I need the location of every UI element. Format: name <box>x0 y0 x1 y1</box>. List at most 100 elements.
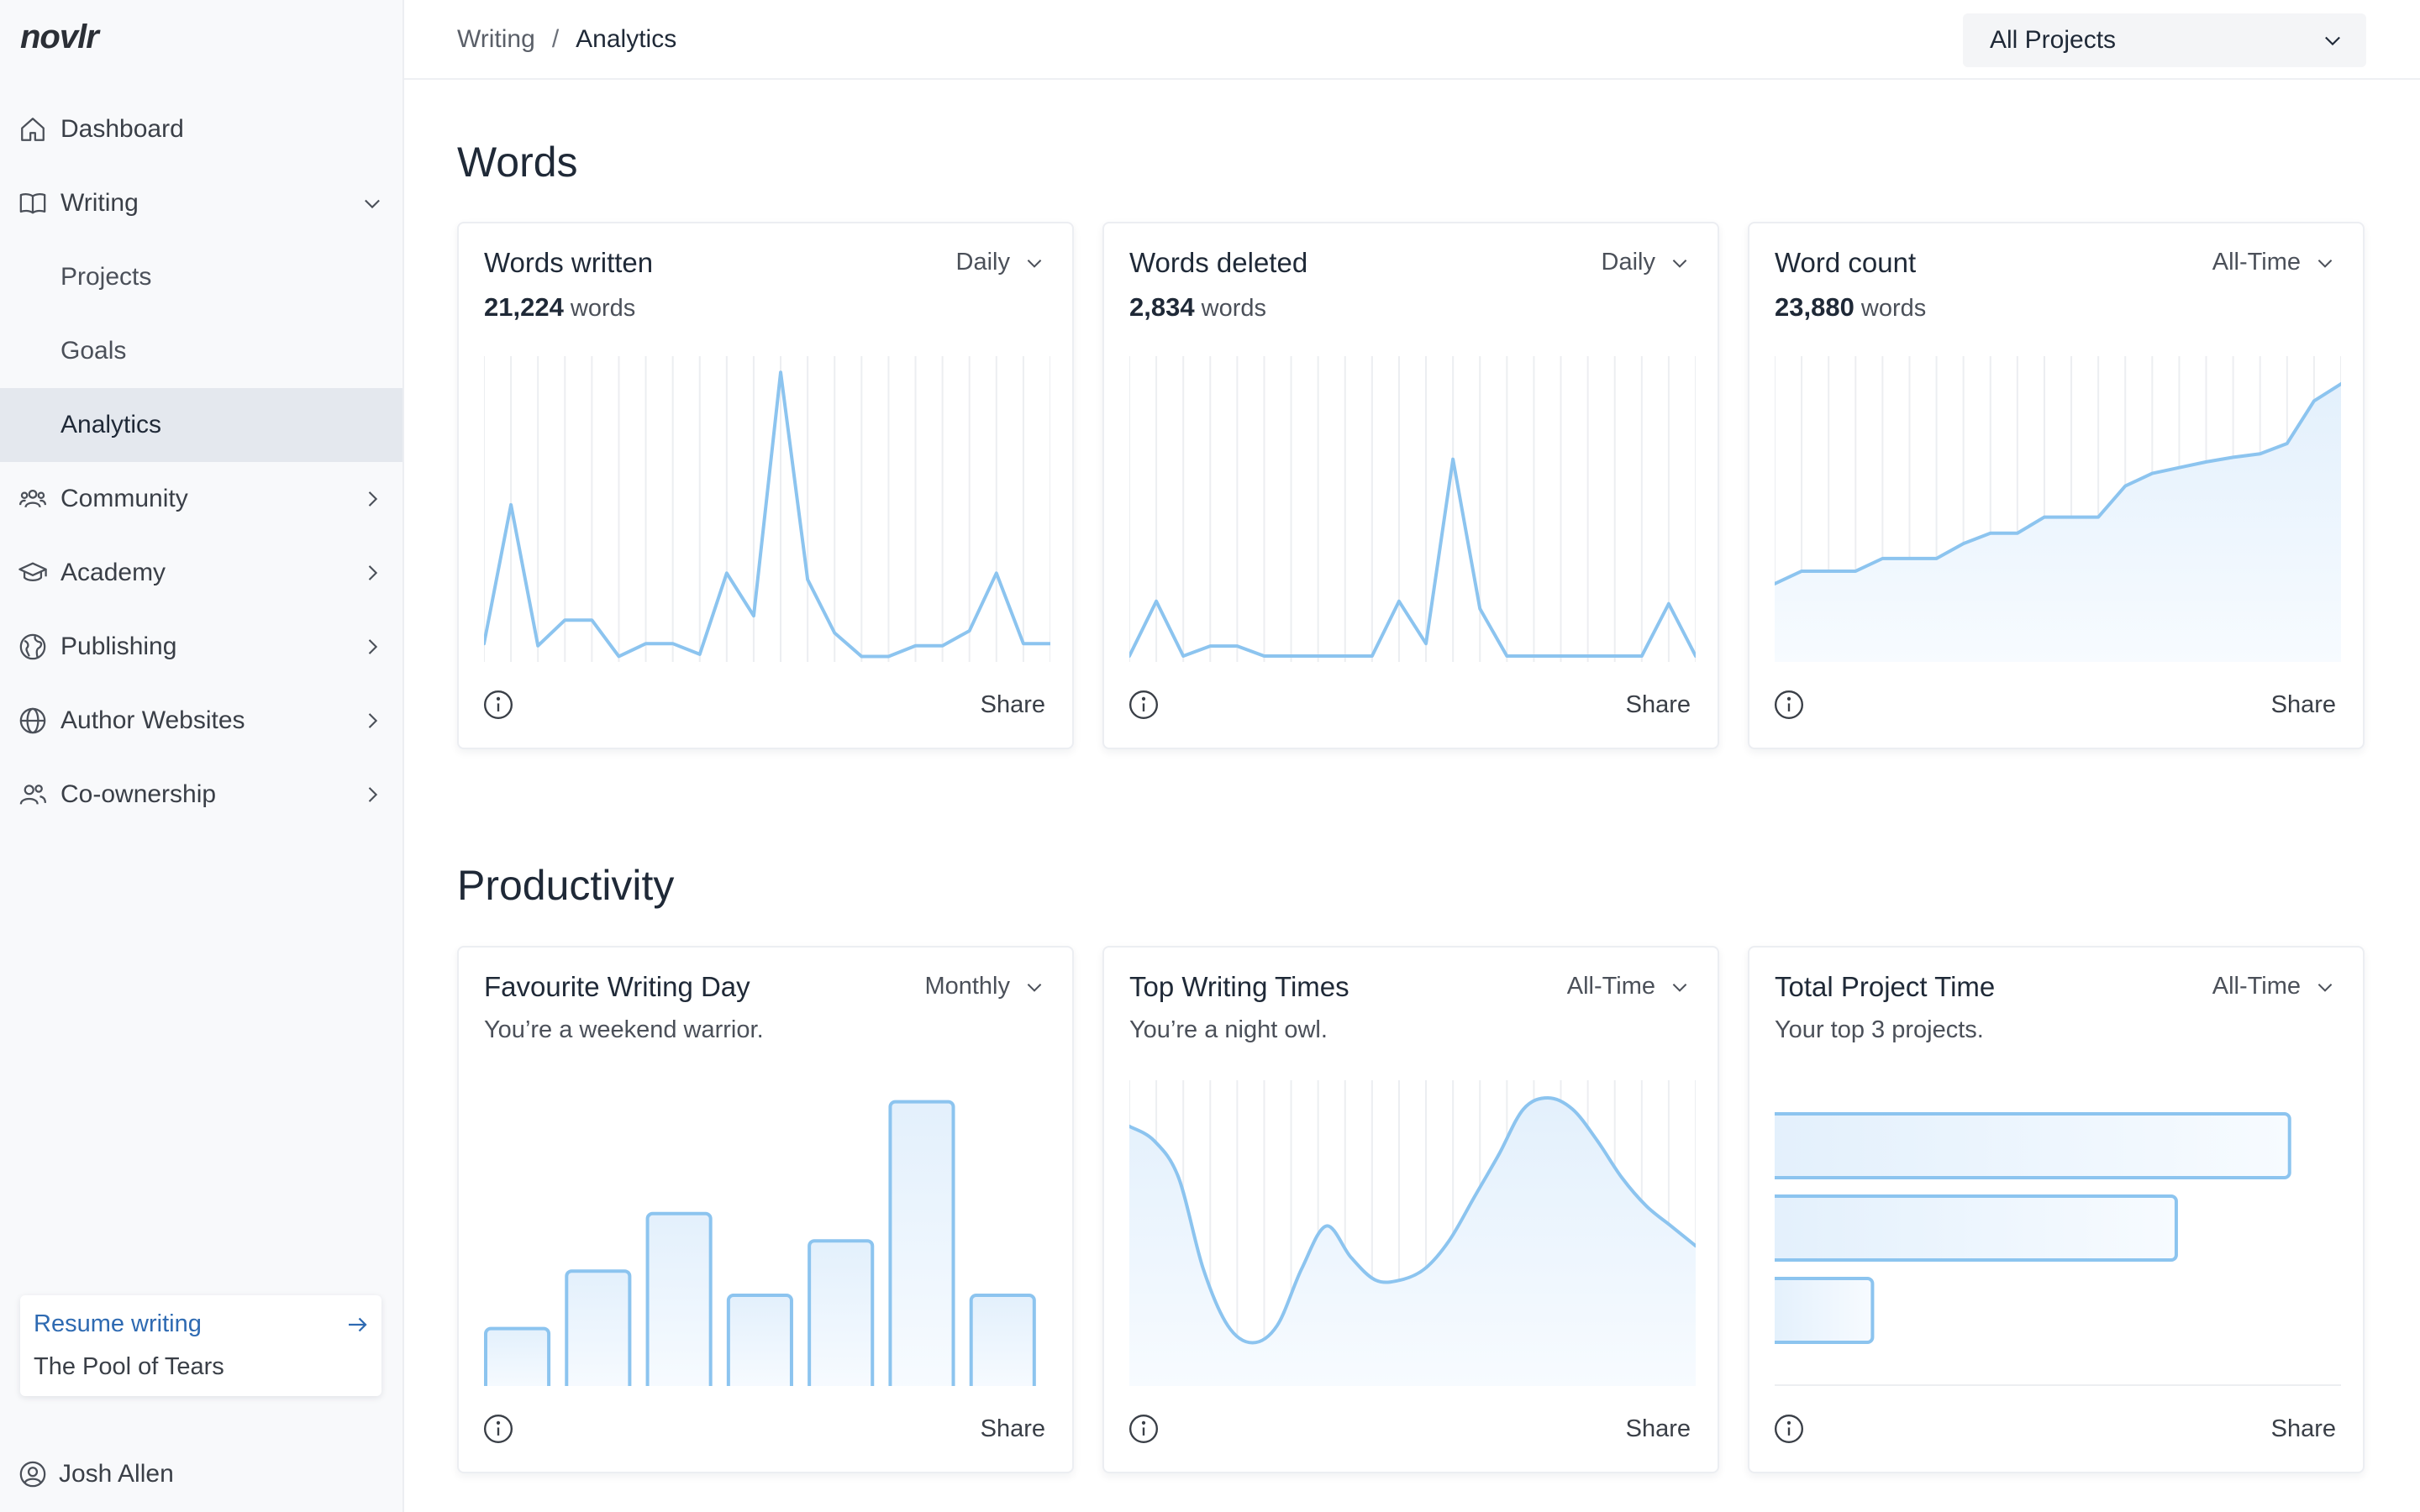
breadcrumb-writing[interactable]: Writing <box>457 25 535 53</box>
sidebar-item-community[interactable]: Community <box>0 462 402 536</box>
series-area <box>1775 384 2341 662</box>
share-button[interactable]: Share <box>2270 1415 2336 1442</box>
book-icon <box>19 193 46 214</box>
sidebar-item-co-ownership[interactable]: Co-ownership <box>0 758 402 832</box>
card-stat: 2,834 words <box>1129 292 1266 323</box>
word-count-chart <box>1775 356 2341 662</box>
sidebar-item-label: Writing <box>60 189 139 217</box>
card-total-project-time: Total Project Time All-Time Your top 3 p… <box>1748 946 2365 1473</box>
info-icon[interactable] <box>1128 689 1160 721</box>
card-title: Top Writing Times <box>1129 971 1349 1002</box>
chevron-right-icon[interactable] <box>360 561 384 585</box>
share-button[interactable]: Share <box>1625 691 1691 718</box>
bar <box>969 1294 1036 1386</box>
chevron-down-icon[interactable] <box>360 192 384 215</box>
info-icon[interactable] <box>482 689 514 721</box>
card-subtitle: Your top 3 projects. <box>1775 1016 1984 1043</box>
words-deleted-chart <box>1129 356 1696 662</box>
period-dropdown[interactable]: All-Time <box>1567 973 1691 1000</box>
series-line <box>484 370 1050 659</box>
card-stat: 21,224 words <box>484 292 635 323</box>
chevron-down-icon <box>1672 983 1687 992</box>
bar <box>1775 1112 2291 1179</box>
chevron-right-icon[interactable] <box>360 635 384 659</box>
stat-unit: words <box>570 295 636 322</box>
period-dropdown[interactable]: Daily <box>1602 249 1691 276</box>
section-title-productivity: Productivity <box>457 862 675 909</box>
info-icon[interactable] <box>1773 1413 1805 1445</box>
share-button[interactable]: Share <box>1625 1415 1691 1442</box>
chevron-right-icon[interactable] <box>360 487 384 511</box>
share-button[interactable]: Share <box>980 1415 1045 1442</box>
resume-writing-link[interactable]: Resume writing <box>34 1310 202 1337</box>
share-button[interactable]: Share <box>2270 691 2336 718</box>
arrow-right-icon[interactable] <box>345 1312 370 1337</box>
card-favourite-writing-day: Favourite Writing Day Monthly You’re a w… <box>457 946 1074 1473</box>
user-name: Josh Allen <box>59 1460 174 1488</box>
card-words-deleted: Words deleted Daily 2,834 words Share <box>1102 222 1719 749</box>
period-dropdown[interactable]: All-Time <box>2212 973 2336 1000</box>
users-icon <box>18 489 47 508</box>
sidebar-item-label: Community <box>60 485 188 512</box>
project-time-chart <box>1775 1112 2341 1386</box>
breadcrumb: Writing / Analytics <box>457 25 676 54</box>
chevron-down-icon <box>2317 259 2333 268</box>
sidebar-item-publishing[interactable]: Publishing <box>0 610 402 684</box>
card-title: Word count <box>1775 247 1917 278</box>
series-area <box>1129 1097 1696 1386</box>
sidebar-item-dashboard[interactable]: Dashboard <box>0 92 402 166</box>
chevron-right-icon[interactable] <box>360 709 384 732</box>
info-icon[interactable] <box>1128 1413 1160 1445</box>
info-icon[interactable] <box>1773 689 1805 721</box>
period-value: Monthly <box>924 973 1010 1000</box>
period-dropdown[interactable]: Monthly <box>924 973 1045 1000</box>
sidebar: novlr Dashboard Writing Projects Goals A… <box>0 0 404 1512</box>
home-icon <box>21 118 45 141</box>
chart-grid <box>1129 356 1696 662</box>
bar <box>1775 1277 1875 1344</box>
chevron-right-icon[interactable] <box>360 783 384 806</box>
stat-unit: words <box>1201 295 1266 322</box>
favourite-day-chart <box>484 1100 1036 1386</box>
stat-unit: words <box>1860 295 1927 322</box>
card-title: Favourite Writing Day <box>484 971 750 1002</box>
series-line <box>1129 457 1696 659</box>
resume-writing-card[interactable]: Resume writing The Pool of Tears <box>20 1295 381 1396</box>
sidebar-item-label: Author Websites <box>60 706 245 734</box>
period-value: Daily <box>955 249 1010 276</box>
section-title-words: Words <box>457 139 578 186</box>
series-line <box>1775 382 2341 585</box>
card-stat: 23,880 words <box>1775 292 1926 323</box>
period-value: All-Time <box>2212 973 2301 1000</box>
sidebar-item-academy[interactable]: Academy <box>0 536 402 610</box>
stat-value: 23,880 <box>1775 292 1854 322</box>
project-select[interactable]: All Projects <box>1963 13 2366 67</box>
globe-icon <box>19 707 46 734</box>
chevron-down-icon <box>1027 259 1042 268</box>
bar <box>565 1269 632 1386</box>
user-circle-icon <box>19 1461 46 1488</box>
info-icon[interactable] <box>482 1413 514 1445</box>
sidebar-item-projects[interactable]: Projects <box>0 240 402 314</box>
period-dropdown[interactable]: Daily <box>956 249 1045 276</box>
card-words-written: Words written Daily 21,224 words Share <box>457 222 1074 749</box>
sidebar-item-label: Publishing <box>60 633 177 660</box>
sidebar-item-writing[interactable]: Writing <box>0 166 402 240</box>
top-writing-times-chart <box>1129 1080 1696 1386</box>
bar <box>888 1100 955 1386</box>
globe-publish-icon <box>19 633 46 660</box>
graduation-cap-icon <box>18 562 47 581</box>
sidebar-item-analytics[interactable]: Analytics <box>0 388 402 462</box>
period-dropdown[interactable]: All-Time <box>2212 249 2336 276</box>
share-button[interactable]: Share <box>980 691 1045 718</box>
card-title: Total Project Time <box>1775 971 1996 1002</box>
period-value: Daily <box>1601 249 1655 276</box>
stat-value: 2,834 <box>1129 292 1195 322</box>
sidebar-item-goals[interactable]: Goals <box>0 314 402 388</box>
card-subtitle: You’re a night owl. <box>1129 1016 1328 1043</box>
sidebar-item-author-websites[interactable]: Author Websites <box>0 684 402 758</box>
user-account[interactable]: Josh Allen <box>18 1453 174 1495</box>
app-logo[interactable]: novlr <box>20 18 99 55</box>
period-value: All-Time <box>2212 249 2301 276</box>
project-select-value: All Projects <box>1990 26 2117 54</box>
